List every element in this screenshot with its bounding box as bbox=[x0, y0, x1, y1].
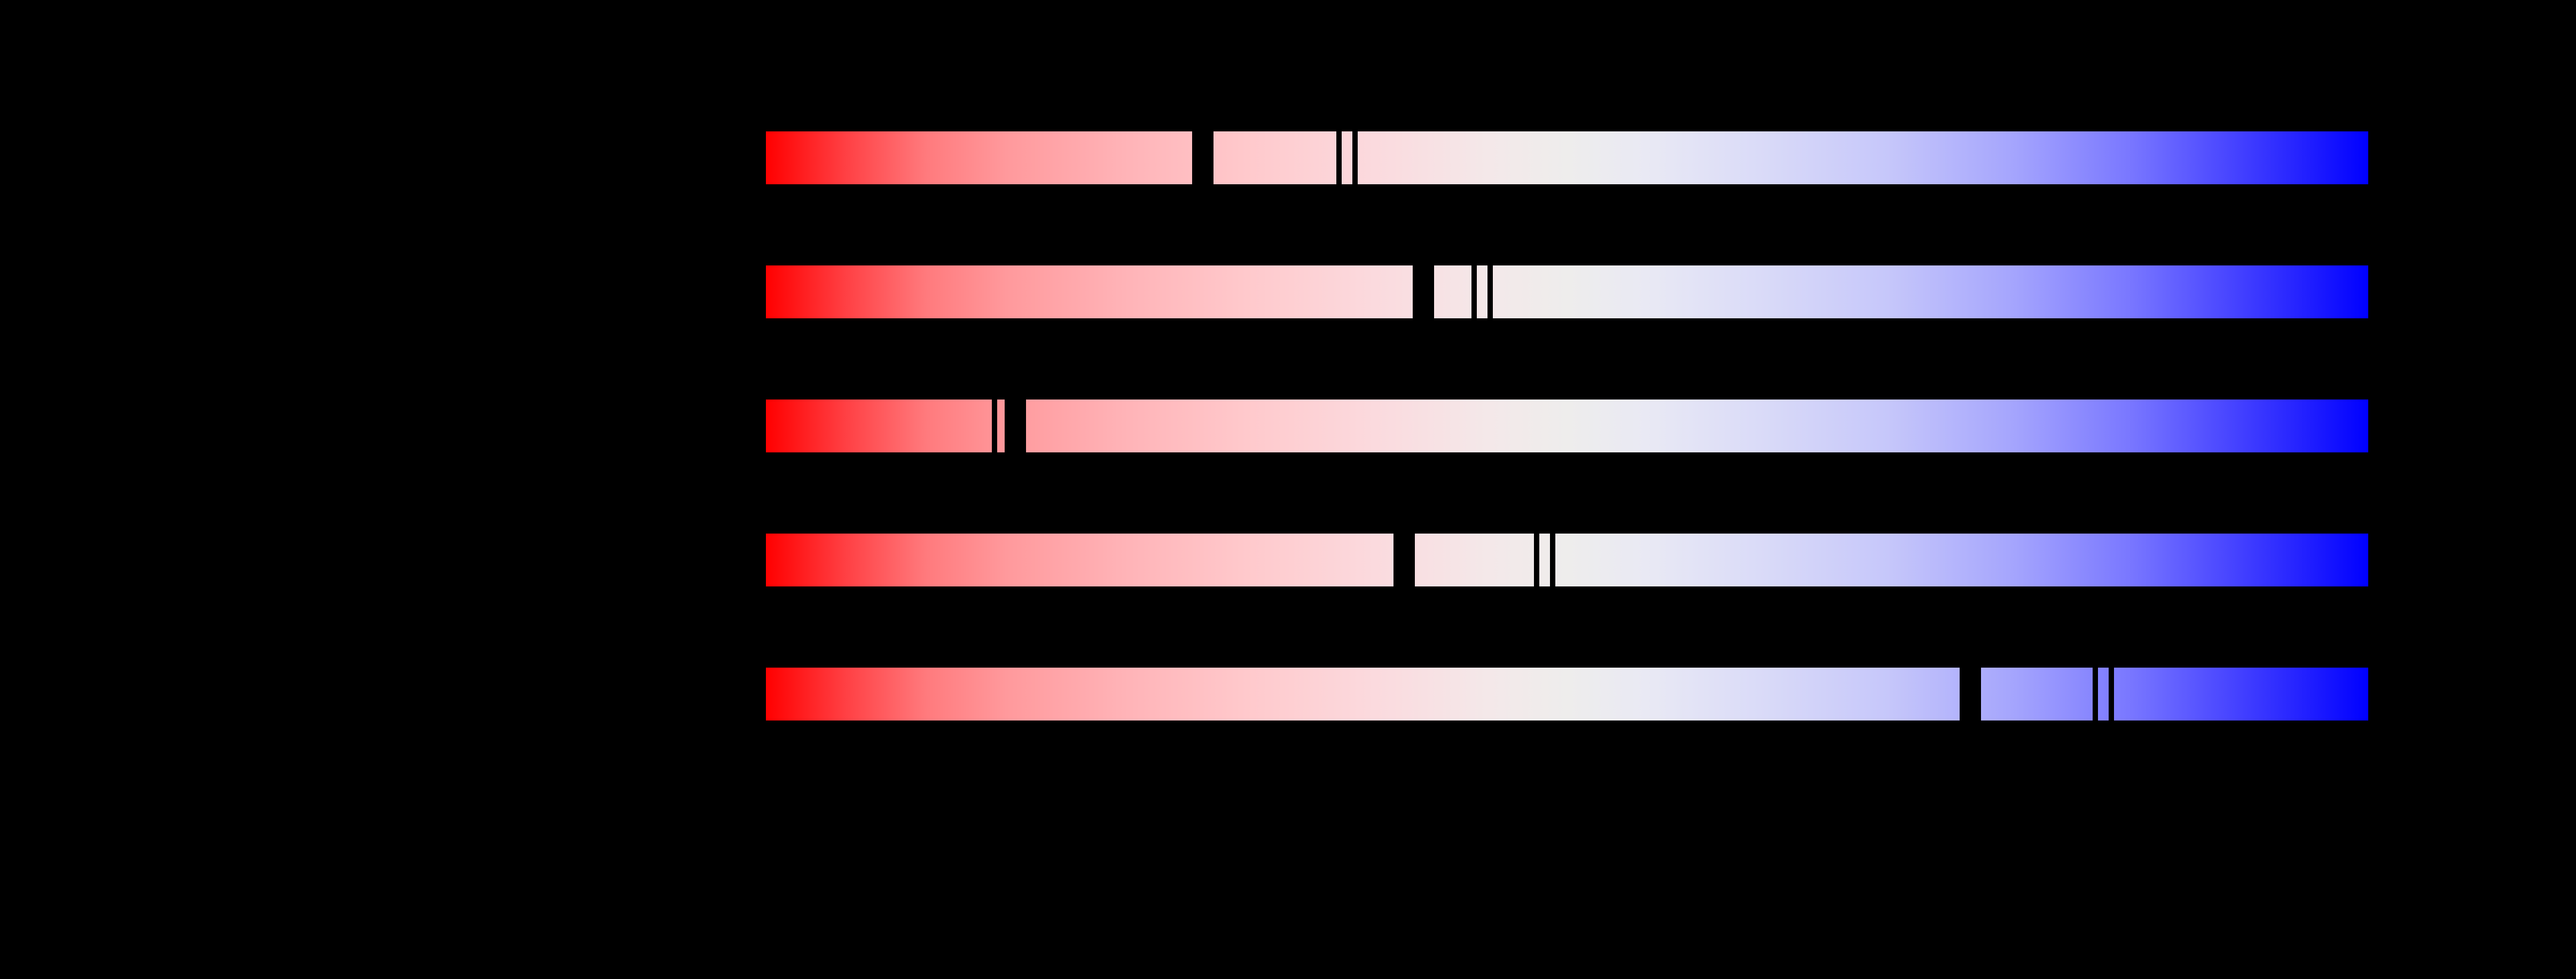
thin-marker-line bbox=[1352, 131, 1358, 184]
thick-marker-line bbox=[1393, 534, 1415, 586]
gradient-bar-row-3 bbox=[766, 534, 2368, 586]
thin-marker-line bbox=[1471, 265, 1477, 318]
gradient-bar-row-2 bbox=[766, 400, 2368, 452]
gradient-bar-row-0 bbox=[766, 131, 2368, 184]
gradient-bar-row-1 bbox=[766, 265, 2368, 318]
thin-marker-line bbox=[1336, 131, 1342, 184]
thick-marker-line bbox=[1413, 265, 1435, 318]
thin-marker-line bbox=[1549, 534, 1555, 586]
thin-marker-line bbox=[992, 400, 998, 452]
thin-marker-line bbox=[2109, 668, 2115, 720]
thick-marker-line bbox=[1960, 668, 1982, 720]
thin-marker-line bbox=[2093, 668, 2099, 720]
thin-marker-line bbox=[1487, 265, 1493, 318]
thin-marker-line bbox=[1533, 534, 1539, 586]
gradient-bar-row-4 bbox=[766, 668, 2368, 720]
thick-marker-line bbox=[1005, 400, 1027, 452]
thick-marker-line bbox=[1192, 131, 1214, 184]
